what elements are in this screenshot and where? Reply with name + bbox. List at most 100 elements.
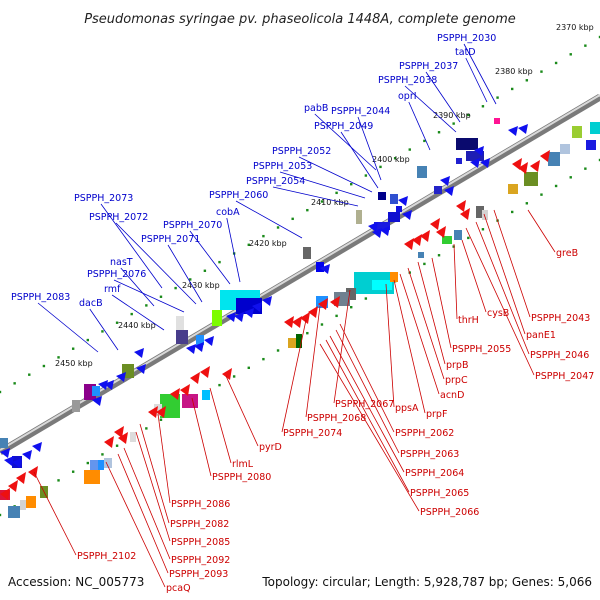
tick-dot [393, 157, 397, 160]
tick-dot [101, 453, 104, 456]
gene-block [130, 432, 136, 442]
gene-arrow-forward [320, 264, 330, 274]
tick-dot [306, 208, 309, 212]
tick-dot [437, 254, 441, 257]
gene-label-lower: PSPPH_2086 [171, 499, 230, 510]
gene-arrow-forward [440, 176, 450, 186]
leader-line [404, 85, 457, 133]
gene-arrow-reverse [330, 296, 340, 308]
tick-dot [467, 113, 470, 117]
leader-line [385, 283, 395, 408]
gene-label-lower: pcaQ [166, 583, 191, 594]
gene-label-upper: PSPPH_2038 [378, 75, 437, 86]
gene-arrow-reverse [190, 372, 200, 384]
gene-arrow-forward [0, 448, 10, 458]
tick-dot [437, 131, 441, 134]
tick-dot [320, 323, 324, 326]
leader-line [399, 273, 440, 395]
gene-block [494, 118, 500, 124]
gene-label-lower: PSPPH_2092 [171, 555, 230, 566]
tick-dot [145, 427, 148, 430]
tick-dot [57, 356, 60, 359]
gene-block [104, 458, 112, 468]
gene-label-lower: PSPPH_2082 [170, 519, 229, 530]
gene-label-upper: dacB [79, 298, 103, 309]
tick-dot [525, 202, 529, 205]
lower-leader-lines [33, 209, 556, 588]
gene-arrow-forward [136, 364, 146, 374]
gene-label-lower: PSPPH_2102 [77, 551, 136, 562]
gene-arrow-reverse [222, 368, 232, 380]
gene-arrow-reverse [308, 306, 318, 318]
gene-block [418, 252, 424, 258]
scale-label: 2450 kbp [55, 359, 93, 368]
leader-line [226, 217, 241, 283]
gene-block [90, 460, 100, 478]
tick-dot [115, 321, 119, 324]
tick-dot [145, 304, 148, 307]
tick-dot [262, 357, 265, 361]
gene-arrow-forward [116, 372, 126, 382]
gene-label-upper: PSPPH_2060 [209, 190, 268, 201]
gene-block [456, 158, 462, 164]
gene-label-upper: cobA [216, 207, 240, 218]
tick-dot [510, 87, 514, 91]
tick-dot [320, 200, 324, 203]
tick-dot [13, 382, 16, 385]
gene-label-lower: PSPPH_2046 [530, 350, 589, 361]
gene-features [0, 118, 600, 518]
tick-dot [159, 418, 163, 421]
scale-label: 2380 kbp [495, 67, 533, 76]
gene-block [176, 316, 184, 330]
gene-arrow-reverse [292, 316, 302, 328]
gene-block [417, 166, 427, 178]
gene-block [154, 404, 162, 416]
gene-label-lower: PSPPH_2066 [420, 507, 479, 518]
tick-dot [554, 61, 558, 65]
leader-line [305, 305, 321, 418]
scale-label: 2440 kbp [118, 321, 156, 330]
gene-block [390, 194, 398, 204]
gene-arrow-reverse [318, 298, 328, 310]
gene-arrow-reverse [300, 312, 310, 324]
leader-line [225, 375, 259, 447]
tick-dot [276, 349, 280, 352]
tick-dot [335, 314, 338, 318]
scale-label: 2410 kbp [311, 198, 349, 207]
gene-block [482, 210, 488, 220]
gene-arrow-forward [22, 450, 32, 460]
gene-block [8, 506, 20, 518]
gene-block [378, 192, 386, 200]
gene-block [396, 206, 402, 212]
gene-arrow-reverse [148, 406, 158, 418]
gene-block [560, 144, 570, 154]
gene-arrow-forward [186, 344, 196, 354]
gene-label-upper: nasT [110, 257, 133, 268]
gene-arrow-forward [380, 226, 390, 236]
tick-dot [350, 182, 353, 186]
leader-line [325, 339, 410, 493]
tick-dot [42, 364, 46, 368]
leader-line [33, 471, 77, 556]
gene-label-lower: PSPPH_2055 [452, 344, 511, 355]
gene-block [202, 390, 210, 400]
gene-arrow-reverse [436, 226, 446, 238]
gene-arrow-forward [226, 312, 236, 322]
tick-dot [28, 373, 31, 376]
gene-block [20, 500, 26, 510]
leader-line [139, 423, 170, 524]
gene-arrow-forward [92, 396, 102, 406]
leader-line [333, 289, 351, 404]
gene-label-lower: PSPPH_2068 [307, 413, 366, 424]
leader-line [115, 222, 197, 305]
tick-dot [481, 228, 485, 231]
tick-dot [481, 105, 485, 108]
gene-arrow-forward [474, 146, 484, 156]
leader-line [298, 156, 373, 193]
leader-line [281, 319, 307, 433]
gene-arrow-reverse [8, 480, 18, 492]
gene-block [196, 335, 204, 345]
tick-dot [569, 176, 572, 179]
tick-dot [335, 191, 338, 195]
